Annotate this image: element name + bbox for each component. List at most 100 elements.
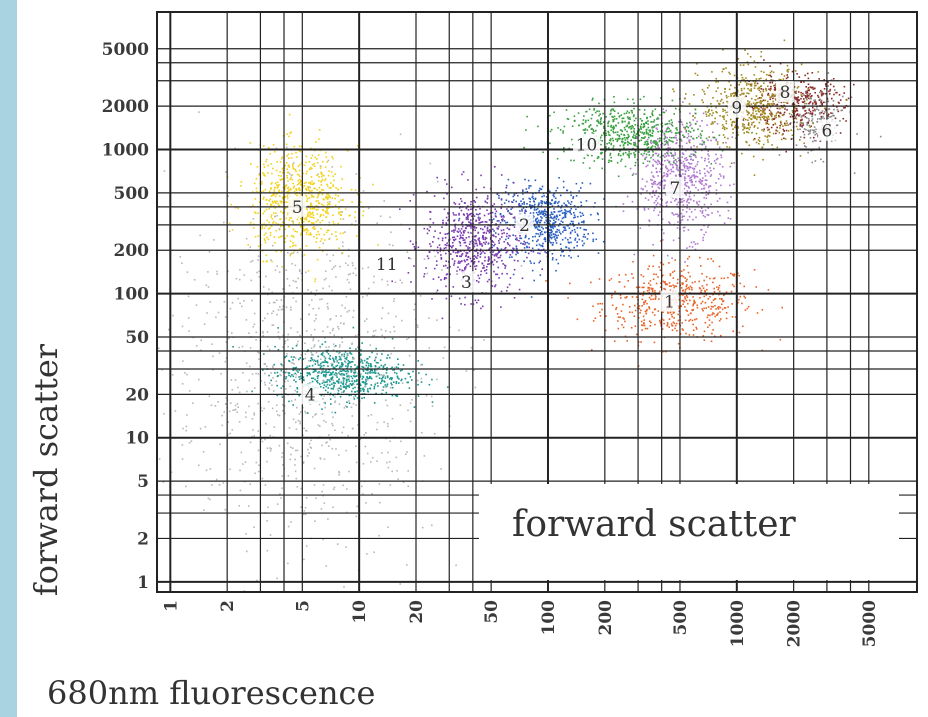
point: [294, 168, 297, 171]
point: [550, 237, 553, 240]
point: [321, 193, 324, 196]
point: [707, 258, 709, 260]
point: [659, 184, 662, 186]
point: [631, 296, 634, 298]
point: [759, 91, 762, 93]
point: [407, 381, 409, 384]
point: [578, 222, 580, 225]
point: [269, 227, 271, 229]
point: [332, 381, 335, 384]
point: [646, 160, 649, 162]
point: [519, 237, 521, 239]
point: [297, 188, 300, 191]
point: [287, 205, 289, 207]
point: [760, 102, 762, 105]
point: [694, 318, 696, 321]
point: [268, 221, 270, 224]
point: [733, 121, 736, 123]
point: [688, 215, 691, 218]
point: [609, 134, 611, 137]
point: [789, 122, 792, 124]
point: [564, 216, 567, 219]
point: [485, 269, 488, 271]
point: [522, 198, 524, 200]
point: [667, 126, 669, 129]
point: [444, 277, 446, 279]
point: [569, 211, 571, 214]
point: [391, 394, 394, 397]
point: [354, 386, 356, 389]
point: [763, 71, 765, 74]
point: [769, 131, 771, 134]
point: [673, 214, 675, 216]
point: [452, 236, 454, 239]
point: [286, 168, 288, 170]
point: [269, 198, 272, 200]
point: [329, 384, 331, 386]
point: [731, 316, 734, 318]
point: [469, 247, 471, 249]
point: [571, 125, 574, 127]
point: [761, 309, 764, 311]
point: [298, 145, 301, 147]
point: [299, 150, 302, 153]
point: [523, 260, 525, 263]
point: [592, 240, 594, 242]
point: [690, 166, 692, 169]
point: [439, 247, 442, 249]
point: [567, 238, 569, 241]
point: [284, 185, 287, 188]
point: [686, 181, 689, 184]
point: [538, 261, 540, 264]
point: [651, 289, 654, 292]
point: [274, 242, 276, 244]
point: [725, 94, 728, 97]
point: [354, 371, 357, 374]
point: [440, 254, 442, 256]
point: [591, 349, 593, 351]
point: [767, 134, 769, 137]
point: [743, 127, 746, 130]
point: [702, 335, 705, 337]
point: [371, 351, 373, 354]
point: [798, 76, 801, 78]
point: [812, 102, 814, 105]
point: [315, 200, 317, 202]
point: [753, 74, 756, 76]
point: [557, 262, 560, 265]
point: [643, 322, 645, 325]
point: [813, 126, 816, 128]
point: [622, 317, 624, 319]
point: [677, 278, 679, 281]
point: [394, 394, 397, 397]
point: [650, 156, 652, 159]
point: [520, 204, 522, 207]
point: [692, 200, 695, 202]
point: [260, 191, 262, 193]
point: [470, 200, 472, 203]
point: [694, 154, 696, 157]
point: [762, 99, 765, 102]
point: [295, 189, 298, 192]
point: [524, 234, 527, 236]
point: [483, 214, 486, 217]
point: [803, 142, 805, 145]
point: [655, 282, 658, 285]
point: [721, 98, 723, 101]
point: [306, 208, 308, 211]
point: [530, 207, 532, 210]
point: [362, 210, 365, 212]
point: [465, 254, 468, 256]
point: [718, 284, 721, 287]
point: [694, 112, 697, 115]
point: [649, 280, 652, 282]
point: [515, 238, 517, 241]
point: [467, 215, 469, 217]
point: [667, 131, 670, 133]
point: [360, 359, 363, 361]
point: [541, 245, 544, 248]
point: [309, 233, 312, 235]
point: [541, 200, 544, 203]
point: [294, 367, 296, 369]
point: [709, 277, 711, 280]
